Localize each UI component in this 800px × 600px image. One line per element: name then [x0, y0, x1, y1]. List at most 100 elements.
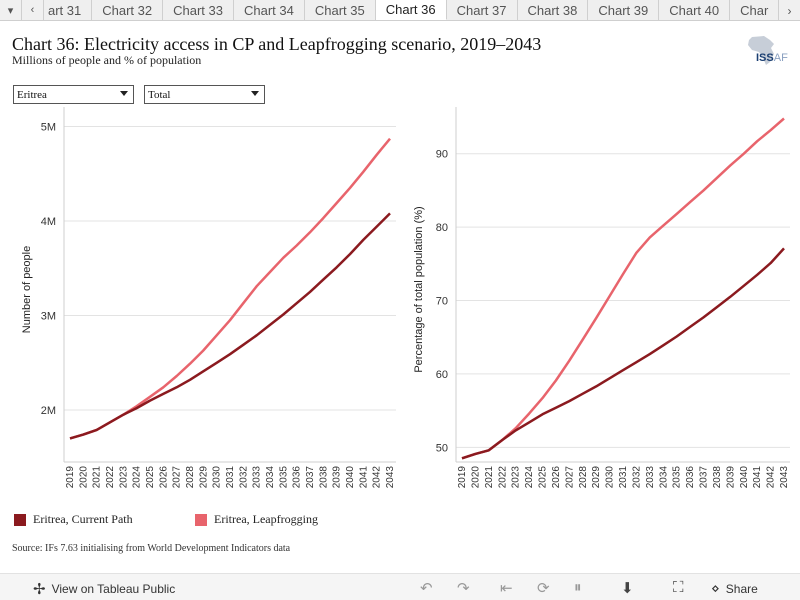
legend-swatch [14, 513, 26, 526]
x-tick-label: 2019 [65, 466, 76, 489]
x-tick-label: 2029 [198, 466, 209, 489]
chevron-down-icon: ▾ [7, 4, 14, 17]
x-tick-label: 2035 [672, 466, 683, 489]
series-line-leapfrogging[interactable] [69, 137, 391, 440]
y-tick-label: 90 [436, 149, 448, 161]
source-note: Source: IFs 7.63 initialising from World… [12, 543, 291, 554]
x-tick-label: 2032 [238, 466, 249, 489]
x-tick-label: 2036 [292, 466, 303, 489]
x-tick-label: 2024 [132, 466, 143, 489]
tabs-prev-button[interactable]: ‹ [22, 0, 44, 20]
x-tick-label: 2042 [372, 466, 383, 489]
x-tick-label: 2026 [158, 466, 169, 489]
x-tick-label: 2031 [618, 466, 629, 489]
tabs-list: art 31 Chart 32 Chart 33 Chart 34 Chart 35 Ch… [44, 0, 800, 20]
dropdown-arrow-icon [120, 91, 128, 96]
x-tick-label: 2037 [305, 466, 316, 489]
page-subtitle: Millions of people and % of population [12, 53, 202, 67]
series-line-current-path[interactable] [461, 247, 785, 460]
tab-chart-37[interactable]: Chart 37 [446, 0, 518, 20]
x-tick-label: 2030 [605, 466, 616, 489]
x-tick-label: 2043 [779, 466, 790, 489]
tab-chart-40[interactable]: Chart 40 [659, 0, 731, 20]
x-tick-label: 2022 [497, 466, 508, 489]
dropdown-arrow-icon [251, 91, 259, 96]
y-tick-label: 80 [436, 222, 448, 234]
share-button[interactable]: ⋄ Share [711, 580, 758, 596]
view-on-tableau-link[interactable]: ✢ View on Tableau Public [33, 581, 176, 598]
y-axis-label: Number of people [21, 246, 33, 333]
x-tick-label: 2027 [172, 466, 183, 489]
tab-chart-36[interactable]: Chart 36 [375, 0, 447, 20]
tab-char[interactable]: Char [730, 0, 780, 20]
x-tick-label: 2036 [685, 466, 696, 489]
share-icon: ⋄ [711, 580, 720, 596]
series-line-current-path[interactable] [69, 212, 391, 440]
tableau-logo-icon: ✢ [33, 581, 46, 598]
x-tick-label: 2041 [358, 466, 369, 489]
undo-icon[interactable]: ↶ [420, 580, 433, 597]
tabs-menu-button[interactable]: ▾ [0, 0, 22, 20]
x-tick-label: 2042 [766, 466, 777, 489]
x-tick-label: 2038 [712, 466, 723, 489]
legend-item-current-path[interactable]: Eritrea, Current Path [14, 512, 133, 527]
x-tick-label: 2040 [739, 466, 750, 489]
x-tick-label: 2043 [385, 466, 396, 489]
x-tick-label: 2029 [591, 466, 602, 489]
x-tick-label: 2038 [318, 466, 329, 489]
legend-item-leapfrogging[interactable]: Eritrea, Leapfrogging [195, 512, 318, 527]
x-tick-label: 2026 [551, 466, 562, 489]
tab-art-31[interactable]: art 31 [44, 0, 93, 20]
y-tick-label: 5M [41, 121, 56, 133]
tab-chart-34[interactable]: Chart 34 [234, 0, 305, 20]
measure-dropdown[interactable]: Total [144, 85, 265, 104]
x-tick-label: 2020 [78, 466, 89, 489]
tabs-next-button[interactable]: › [778, 0, 800, 20]
y-tick-label: 4M [41, 216, 56, 228]
tab-chart-39[interactable]: Chart 39 [588, 0, 660, 20]
download-icon[interactable]: ⬇ [621, 580, 634, 597]
x-tick-label: 2023 [511, 466, 522, 489]
refresh-icon[interactable]: ⟳ [537, 580, 550, 597]
country-dropdown[interactable]: Eritrea [13, 85, 134, 104]
chevron-left-icon: ‹ [30, 4, 35, 16]
redo-icon[interactable]: ↷ [457, 580, 470, 597]
tab-chart-33[interactable]: Chart 33 [163, 0, 234, 20]
x-tick-label: 2020 [470, 466, 481, 489]
country-dropdown-value: Eritrea [17, 89, 47, 101]
x-tick-label: 2028 [578, 466, 589, 489]
series-line-leapfrogging[interactable] [461, 117, 785, 460]
x-tick-label: 2034 [265, 466, 276, 489]
tab-bar: ▾ ‹ art 31 Chart 32 Chart 33 Chart 34 Chart … [0, 0, 800, 21]
y-axis-label: Percentage of total population (%) [413, 206, 425, 372]
tab-chart-32[interactable]: Chart 32 [92, 0, 164, 20]
x-tick-label: 2032 [631, 466, 642, 489]
x-tick-label: 2023 [118, 466, 129, 489]
measure-dropdown-value: Total [148, 89, 171, 101]
tableau-toolbar: ✢ View on Tableau Public ↶ ↷ ⇤ ⟳ ⏸ ⬇ ⛶ ⋄… [0, 573, 800, 600]
x-tick-label: 2041 [752, 466, 763, 489]
y-tick-label: 3M [41, 310, 56, 322]
chevron-right-icon: › [787, 3, 792, 18]
logo-text: ISSAF [756, 52, 788, 64]
x-tick-label: 2033 [252, 466, 263, 489]
chart-number-of-people: 2M 3M 4M 5M 2019 2020 2021 2022 2023 2024 2025 2026… [21, 107, 396, 489]
tab-chart-38[interactable]: Chart 38 [517, 0, 589, 20]
fullscreen-icon[interactable]: ⛶ [673, 579, 684, 596]
pause-icon[interactable]: ⏸ [574, 579, 582, 596]
page-title: Chart 36: Electricity access in CP and L… [12, 34, 542, 54]
x-tick-label: 2019 [457, 466, 468, 489]
x-tick-label: 2031 [225, 466, 236, 489]
x-tick-label: 2039 [332, 466, 343, 489]
x-tick-label: 2025 [145, 466, 156, 489]
y-tick-label: 60 [436, 369, 448, 381]
x-tick-label: 2034 [658, 466, 669, 489]
legend-swatch [195, 513, 207, 526]
revert-icon[interactable]: ⇤ [500, 580, 513, 597]
x-tick-label: 2027 [564, 466, 575, 489]
x-tick-label: 2033 [645, 466, 656, 489]
tab-chart-35[interactable]: Chart 35 [304, 0, 376, 20]
x-tick-label: 2022 [105, 466, 116, 489]
y-tick-label: 50 [436, 442, 448, 454]
